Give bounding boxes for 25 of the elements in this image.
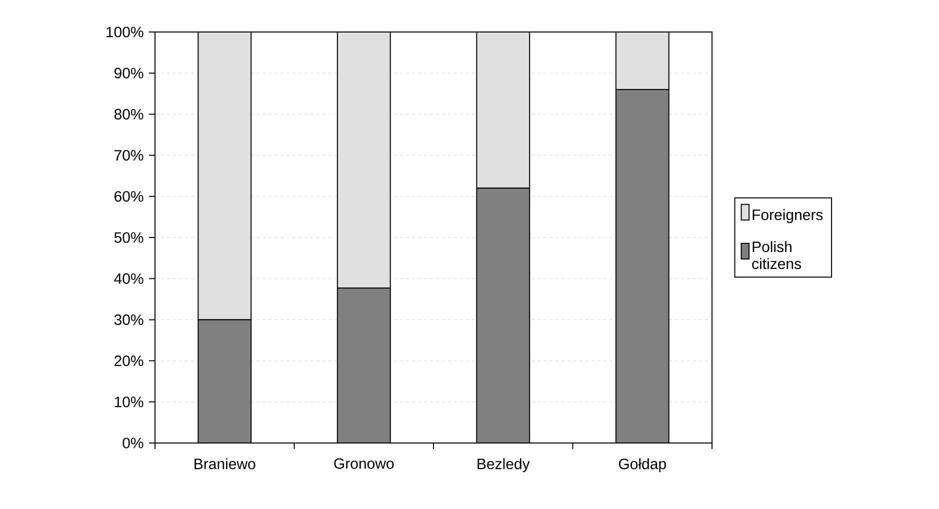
y-tick-label: 10%: [114, 396, 144, 408]
y-tick-label: 90%: [114, 68, 144, 78]
y-tick-label: 0%: [122, 438, 144, 448]
y-tick-label: 100%: [106, 26, 144, 38]
bar: [198, 319, 252, 443]
y-tick-label: 70%: [114, 150, 144, 161]
legend-label: Foreigners: [752, 209, 823, 224]
bar: [615, 89, 670, 443]
bar: [476, 32, 530, 189]
bar: [198, 32, 252, 320]
x-tick-label: Bezledy: [478, 458, 530, 472]
x-tick-label: Gołdap: [618, 458, 666, 472]
y-tick-label: 30%: [114, 314, 144, 326]
y-tick-label: 60%: [114, 191, 144, 202]
bar: [476, 188, 530, 443]
x-tick-label: Braniewo: [194, 458, 256, 470]
y-tick-label: 50%: [114, 232, 144, 243]
y-tick-label: 40%: [114, 273, 144, 284]
legend-label: Polish citizens: [752, 241, 802, 270]
y-tick-label: 80%: [114, 108, 144, 120]
bar: [336, 32, 391, 289]
bar: [615, 32, 670, 90]
x-tick-label: Gronowo: [334, 458, 394, 469]
bar: [336, 288, 391, 443]
y-tick-label: 20%: [114, 355, 144, 366]
